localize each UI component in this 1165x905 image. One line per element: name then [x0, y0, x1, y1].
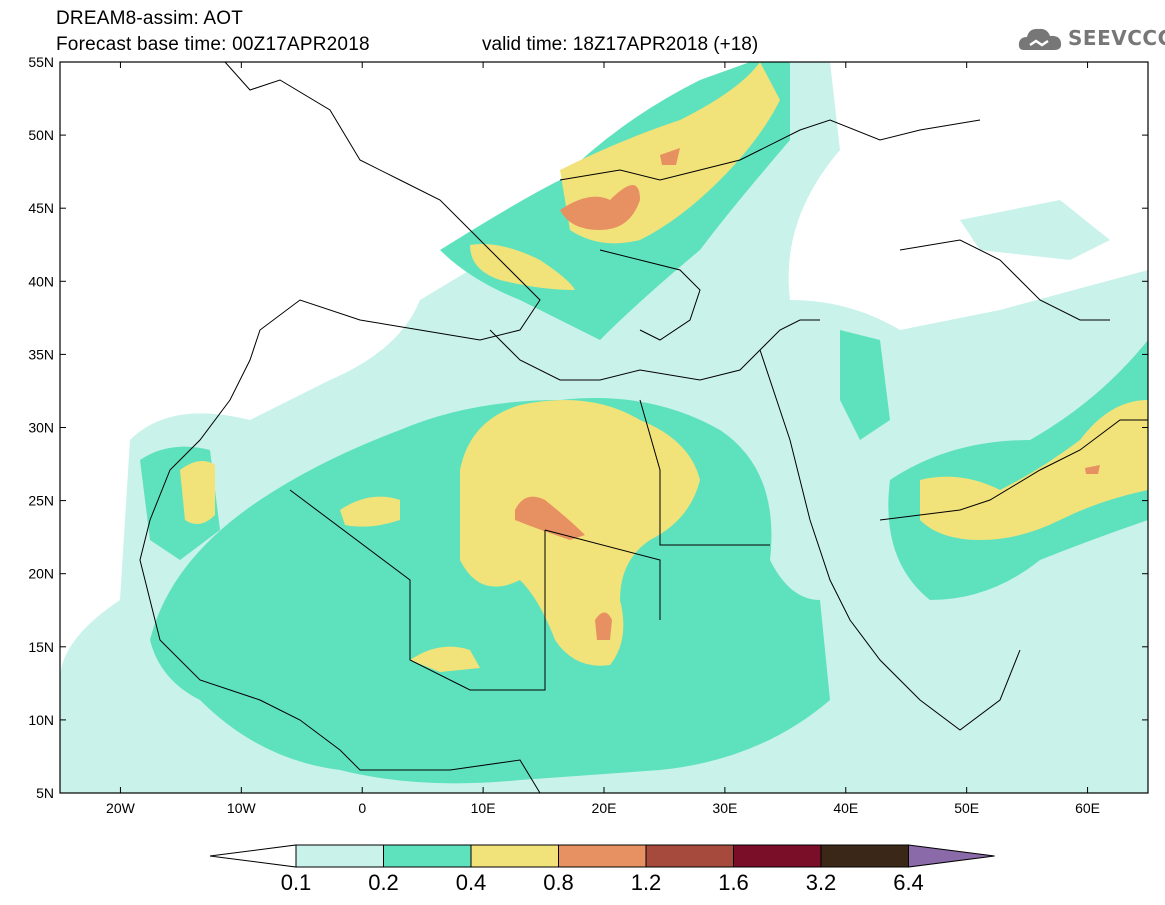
lat-label: 5N	[36, 785, 54, 801]
title-line-1: DREAM8-assim: AOT	[56, 8, 244, 29]
colorbar-segment	[558, 844, 647, 868]
lat-label: 55N	[28, 54, 54, 70]
lon-label: 0	[358, 800, 366, 816]
lon-label: 20E	[592, 800, 617, 816]
colorbar-max-arrow	[908, 844, 995, 868]
seevccc-logo: SEEVCCC	[1016, 22, 1165, 56]
colorbar-label: 0.1	[280, 870, 312, 895]
aot-field	[60, 62, 1148, 793]
lon-label: 20W	[106, 800, 136, 816]
title-line-2: Forecast base time: 00Z17APR2018	[56, 34, 370, 55]
lat-label: 10N	[28, 712, 54, 728]
lat-axis: 55N 50N 45N 40N 35N 30N 25N 20N 15N 10N 5N	[28, 54, 1148, 801]
lat-label: 30N	[28, 420, 54, 436]
coastlines	[139, 62, 1148, 793]
lon-label: 10W	[227, 800, 257, 816]
lon-label: 60E	[1075, 800, 1100, 816]
lon-label: 10E	[471, 800, 496, 816]
colorbar-segment	[645, 844, 734, 868]
colorbar-segment	[295, 844, 384, 868]
lon-label: 40E	[833, 800, 858, 816]
cloud-icon	[1018, 28, 1062, 50]
colorbar-label: 0.2	[368, 870, 399, 895]
colorbar-label: 1.6	[718, 870, 749, 895]
valid-time: valid time: 18Z17APR2018 (+18)	[482, 34, 759, 55]
aot-band-0.8	[515, 148, 1100, 640]
lat-label: 15N	[28, 639, 54, 655]
colorbar-label: 1.2	[630, 870, 662, 895]
lon-axis: 20W 10W 0 10E 20E 30E 40E 50E 60E	[106, 62, 1100, 816]
colorbar-segment	[733, 844, 822, 868]
lat-label: 20N	[28, 566, 54, 582]
lon-label: 30E	[712, 800, 737, 816]
colorbar-label: 0.4	[455, 870, 487, 895]
lat-label: 40N	[28, 273, 54, 289]
colorbar-segment	[383, 844, 472, 868]
lat-label: 35N	[28, 346, 54, 362]
colorbar	[209, 844, 995, 868]
lat-label: 50N	[28, 127, 54, 143]
lat-label: 45N	[28, 200, 54, 216]
colorbar-segment	[820, 844, 909, 868]
colorbar-label: 6.4	[893, 870, 924, 895]
colorbar-min-arrow	[209, 844, 297, 868]
logo-text: SEEVCCC	[1068, 26, 1165, 50]
colorbar-segment	[470, 844, 559, 868]
lat-label: 25N	[28, 493, 54, 509]
colorbar-label: 0.8	[543, 870, 574, 895]
colorbar-label: 3.2	[805, 870, 837, 895]
lon-label: 50E	[954, 800, 979, 816]
